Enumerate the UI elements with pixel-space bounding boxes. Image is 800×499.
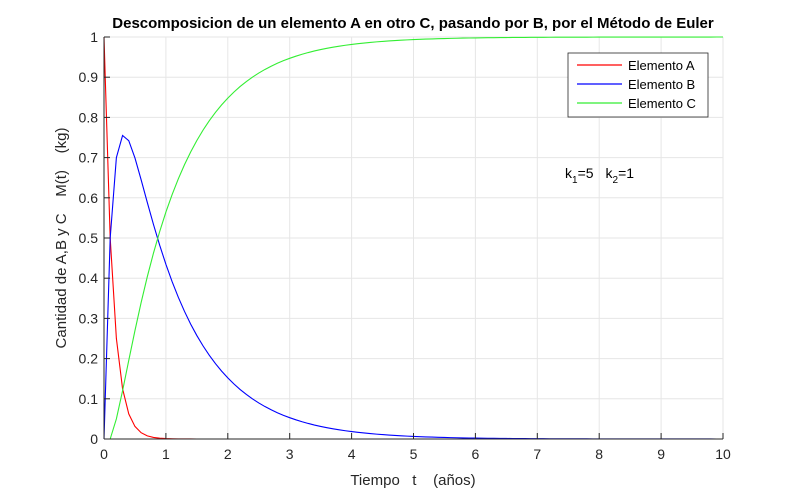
k2-subscript: 2 xyxy=(613,175,619,186)
k1-value: =5 xyxy=(578,165,594,181)
x-tick-label: 4 xyxy=(348,446,356,462)
legend-item-b: Elemento B xyxy=(577,77,695,92)
chart-title: Descomposicion de un elemento A en otro … xyxy=(112,15,714,32)
x-tick-label: 3 xyxy=(286,446,294,462)
x-tick-label: 1 xyxy=(162,446,170,462)
y-tick-labels: 0 0.1 0.2 0.3 0.4 0.5 0.6 0.7 0.8 0.9 1 xyxy=(79,29,99,447)
y-tick-label: 0.6 xyxy=(79,190,99,206)
y-tick-label: 1 xyxy=(90,29,98,45)
y-tick-label: 0.8 xyxy=(79,109,99,125)
x-tick-label: 5 xyxy=(410,446,418,462)
y-tick-label: 0 xyxy=(90,431,98,447)
series-line-c xyxy=(104,36,723,440)
annotation-text: k1=5 k2=1 xyxy=(565,165,634,186)
x-tick-label: 10 xyxy=(715,446,731,462)
y-tick-label: 0.4 xyxy=(79,270,99,286)
legend-label-c: Elemento C xyxy=(628,96,696,111)
axes xyxy=(103,36,724,440)
x-tick-label: 8 xyxy=(595,446,603,462)
y-tick-label: 0.3 xyxy=(79,310,99,326)
k2-value: =1 xyxy=(618,165,634,181)
x-tick-label: 2 xyxy=(224,446,232,462)
legend: Elemento A Elemento B Elemento C xyxy=(567,52,709,118)
y-tick-label: 0.7 xyxy=(79,150,99,166)
x-tick-label: 7 xyxy=(533,446,541,462)
k1-subscript: 1 xyxy=(572,175,578,186)
y-tick-label: 0.1 xyxy=(79,391,99,407)
k2-symbol: k xyxy=(606,165,614,181)
x-axis-label: Tiempo t (años) xyxy=(350,472,475,489)
k-parameters-annotation: k1=5 k2=1 xyxy=(565,165,634,186)
legend-item-a: Elemento A xyxy=(577,58,695,73)
legend-item-c: Elemento C xyxy=(577,96,696,111)
k1-symbol: k xyxy=(565,165,573,181)
y-tick-label: 0.5 xyxy=(79,230,99,246)
x-tick-labels: 0 1 2 3 4 5 6 7 8 9 10 xyxy=(100,446,731,462)
legend-box xyxy=(567,52,709,118)
y-tick-label: 0.2 xyxy=(79,351,99,367)
x-tick-label: 9 xyxy=(657,446,665,462)
y-axis-label: Cantidad de A,B y C M(t) (kg) xyxy=(53,128,70,349)
x-tick-label: 0 xyxy=(100,446,108,462)
x-tick-label: 6 xyxy=(472,446,480,462)
y-tick-label: 0.9 xyxy=(79,69,99,85)
legend-label-a: Elemento A xyxy=(628,58,695,73)
legend-label-b: Elemento B xyxy=(628,77,695,92)
